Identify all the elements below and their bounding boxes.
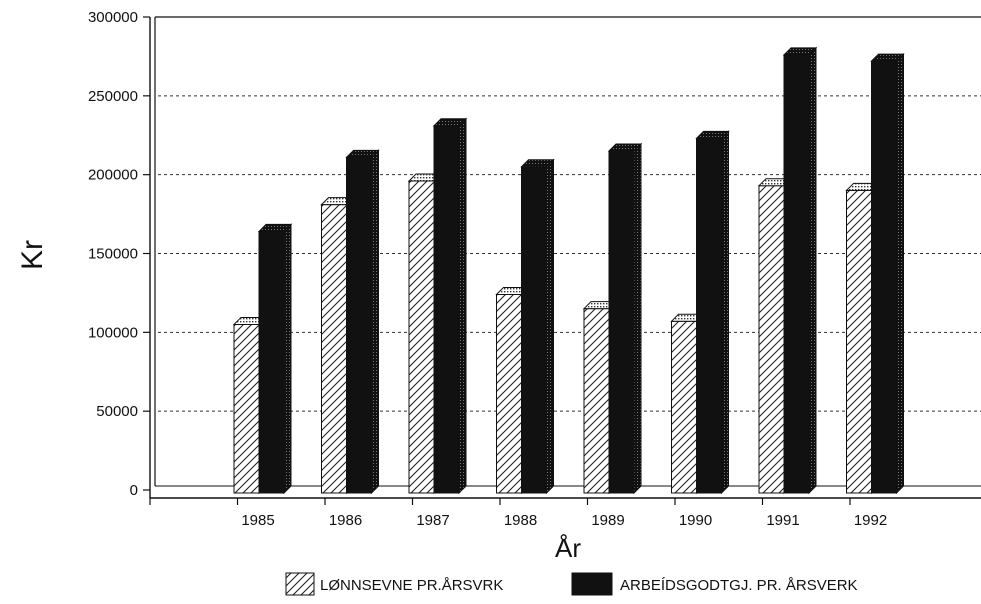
legend-swatch-hatched bbox=[285, 572, 315, 596]
bar-arbeidsgodtgj-1986 bbox=[345, 149, 380, 495]
x-tick-label: 1986 bbox=[329, 512, 362, 529]
x-tick-label: 1985 bbox=[241, 512, 274, 529]
x-tick-label: 1992 bbox=[854, 512, 887, 529]
grid-lines bbox=[158, 95, 981, 412]
bar-arbeidsgodtgj-1989-top bbox=[607, 143, 643, 152]
x-tick-label: 1988 bbox=[504, 512, 537, 529]
y-axis-ticks: 0 50000 100000 150000 200000 250000 300000 bbox=[88, 9, 150, 499]
legend: LØNNSEVNE PR.ÅRSVRK ARBEÍDSGODTGJ. PR. Å… bbox=[285, 572, 858, 596]
bar-arbeidsgodtgj-1985 bbox=[257, 223, 293, 495]
bar-arbeidsgodtgj-1990-top bbox=[695, 130, 730, 139]
bar-arbeidsgodtgj-1992 bbox=[870, 52, 905, 495]
plot-frame bbox=[149, 16, 981, 499]
bar-arbeidsgodtgj-1990-side bbox=[721, 130, 729, 495]
bar-arbeidsgodtgj-1992-top bbox=[870, 53, 905, 62]
bar-arbeidsgodtgj-1991-side bbox=[808, 46, 817, 495]
bar-arbeidsgodtgj-1987-side bbox=[458, 117, 467, 495]
bar-arbeidsgodtgj-1991 bbox=[782, 46, 818, 495]
y-tick-label: 300000 bbox=[88, 9, 138, 26]
x-axis-title: År bbox=[555, 533, 581, 563]
bar-arbeidsgodtgj-1990 bbox=[695, 130, 730, 495]
y-tick-label: 200000 bbox=[88, 167, 138, 184]
bar-lonnsevne-1992-front bbox=[846, 189, 872, 494]
bar-arbeidsgodtgj-1990-front bbox=[696, 137, 722, 494]
bar-arbeidsgodtgj-1988-side bbox=[546, 158, 554, 495]
bar-lonnsevne-1991-front bbox=[758, 185, 785, 494]
bar-arbeidsgodtgj-1986-front bbox=[346, 156, 372, 494]
bar-arbeidsgodtgj-1985-top bbox=[257, 223, 293, 232]
bar-lonnsevne-1986-front bbox=[321, 204, 347, 494]
legend-label-lonnsevne: LØNNSEVNE PR.ÅRSVRK bbox=[320, 577, 503, 594]
bar-arbeidsgodtgj-1986-side bbox=[371, 149, 379, 495]
y-tick-label: 0 bbox=[130, 482, 138, 499]
y-tick-label: 100000 bbox=[88, 324, 138, 341]
x-tick-label: 1987 bbox=[416, 512, 449, 529]
y-tick-label: 50000 bbox=[96, 403, 138, 420]
bar-arbeidsgodtgj-1985-front bbox=[258, 230, 285, 494]
legend-label-arbeidsgodtgj: ARBEÍDSGODTGJ. PR. ÅRSVERK bbox=[620, 577, 858, 594]
bar-arbeidsgodtgj-1992-front bbox=[871, 60, 897, 494]
legend-swatch-solid bbox=[571, 572, 613, 596]
y-tick-label: 250000 bbox=[88, 88, 138, 105]
bar-lonnsevne-1989-front bbox=[583, 308, 610, 494]
bar-lonnsevne-1988-front bbox=[496, 293, 522, 494]
bar-arbeidsgodtgj-1986-top bbox=[345, 149, 380, 158]
bar-arbeidsgodtgj-1988 bbox=[520, 158, 555, 495]
bar-arbeidsgodtgj-1987-front bbox=[433, 125, 460, 494]
y-axis-title: Kr bbox=[16, 240, 49, 270]
bar-arbeidsgodtgj-1991-front bbox=[783, 54, 810, 494]
bar-arbeidsgodtgj-1988-front bbox=[521, 166, 547, 494]
y-tick-label: 150000 bbox=[88, 246, 138, 263]
bar-arbeidsgodtgj-1987 bbox=[432, 117, 468, 495]
x-tick-label: 1991 bbox=[766, 512, 799, 529]
bars bbox=[232, 46, 905, 495]
bar-arbeidsgodtgj-1991-top bbox=[782, 47, 818, 56]
bar-lonnsevne-1985-front bbox=[233, 323, 260, 494]
bar-arbeidsgodtgj-1992-side bbox=[896, 52, 904, 495]
bar-lonnsevne-1990-front bbox=[671, 320, 697, 494]
bar-arbeidsgodtgj-1988-top bbox=[520, 159, 555, 168]
bar-arbeidsgodtgj-1989-front bbox=[608, 150, 635, 494]
bar-lonnsevne-1987-front bbox=[408, 180, 435, 494]
bar-arbeidsgodtgj-1987-top bbox=[432, 118, 468, 127]
x-axis-ticks: 1985 1986 1987 1988 1989 1990 1991 1992 bbox=[149, 498, 887, 529]
bar-arbeidsgodtgj-1985-side bbox=[283, 223, 292, 495]
bar-arbeidsgodtgj-1989-side bbox=[633, 142, 642, 495]
bar-arbeidsgodtgj-1989 bbox=[607, 142, 643, 495]
x-tick-label: 1989 bbox=[591, 512, 624, 529]
x-tick-label: 1990 bbox=[679, 512, 712, 529]
